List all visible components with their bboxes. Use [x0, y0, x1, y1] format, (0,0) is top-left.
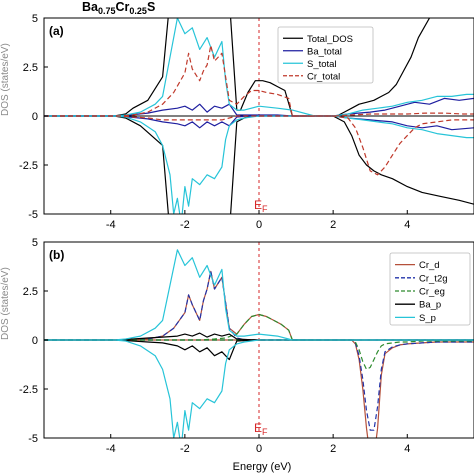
panel-a-ef-label: EF — [254, 198, 268, 214]
panel-b-label: (b) — [49, 248, 64, 262]
panel-b-xtick-label: 0 — [256, 443, 262, 455]
panel-b-xtick-label: -2 — [180, 443, 190, 455]
title-ba: Ba — [82, 0, 99, 14]
panel-b-ef-sub: F — [262, 427, 268, 437]
panel-b-ytick-label: 5 — [32, 237, 38, 249]
panel-a-legend-label: Cr_total — [307, 71, 340, 82]
panel-b-legend-label: S_p — [419, 313, 436, 324]
figure-title: Ba0.75Cr0.25S — [82, 0, 155, 16]
panel-a: DOS (states/eV) -4 -2 0 2 4 -5 -2.5 0 2.5 5 (a) E… — [0, 13, 474, 231]
panel-b-legend-label: Cr_t2g — [419, 273, 448, 284]
x-axis-label: Energy (eV) — [233, 461, 292, 473]
panel-a-plot-area: -4 -2 0 2 4 -5 -2.5 0 2.5 5 — [19, 13, 474, 231]
panel-b-ef-label: EF — [254, 421, 268, 437]
panel-b: DOS (states/eV) -4 -2 0 2 4 -5 -2.5 0 2.5 5 (b) E… — [0, 237, 474, 455]
panel-a-ytick-label: 0 — [32, 111, 38, 123]
title-s: S — [147, 0, 155, 14]
panel-b-ytick-label: -2.5 — [19, 384, 38, 396]
panel-a-legend-label: Ba_total — [307, 46, 342, 57]
panel-b-ylabel-fragment: DOS (states/eV) — [0, 267, 11, 340]
panel-a-ytick-label: -2.5 — [19, 160, 38, 172]
panel-a-ytick-label: 2.5 — [23, 62, 38, 74]
panel-b-series-cr-eg — [44, 313, 474, 341]
panel-b-legend-label: Cr_d — [419, 260, 440, 271]
panel-a-series-ba-total — [44, 115, 474, 131]
panel-b-plot-area: -4 -2 0 2 4 -5 -2.5 0 2.5 5 — [19, 237, 474, 455]
panel-a-series-cr-total — [44, 115, 474, 176]
svg-text:EF: EF — [254, 421, 268, 437]
panel-a-xtick-label: 0 — [256, 219, 262, 231]
title-ba-sub: 0.75 — [98, 6, 116, 16]
panel-b-series-s-p — [44, 249, 474, 341]
panel-a-series-total-dos — [44, 18, 431, 117]
title-cr-sub: 0.25 — [129, 6, 147, 16]
panel-b-ytick-label: 0 — [32, 335, 38, 347]
panel-b-legend-label: Cr_eg — [419, 287, 445, 298]
svg-text:EF: EF — [254, 198, 268, 214]
panel-a-legend-box — [277, 26, 374, 84]
panel-a-xtick-label: -2 — [180, 219, 190, 231]
panel-a-legend-label: Total_DOS — [307, 34, 353, 45]
panel-b-series-ba-p — [44, 339, 474, 361]
panel-a-series-s-total — [44, 115, 474, 214]
panel-a-ef-sub: F — [262, 204, 268, 214]
panel-b-legend-box — [389, 252, 471, 326]
panel-a-series-s-total — [44, 18, 474, 117]
panel-b-series-s-p — [44, 339, 474, 438]
panel-b-xtick-label: 4 — [404, 443, 410, 455]
panel-b-xtick-label: 2 — [330, 443, 336, 455]
panel-a-label: (a) — [49, 24, 64, 38]
panel-a-series-ba-total — [44, 97, 474, 117]
title-cr: Cr — [116, 0, 130, 14]
panel-b-ytick-label: 2.5 — [23, 286, 38, 298]
panel-a-ytick-label: -5 — [28, 209, 38, 221]
panel-a-xtick-label: -4 — [106, 219, 116, 231]
panel-a-ytick-label: 5 — [32, 13, 38, 25]
panel-b-legend-label: Ba_p — [419, 300, 441, 311]
panel-a-xtick-label: 4 — [404, 219, 410, 231]
panel-a-legend-label: S_total — [307, 59, 337, 70]
panel-b-legend: Cr_d Cr_t2g Cr_eg Ba_p S_p — [389, 252, 471, 326]
panel-a-ylabel-fragment: DOS (states/eV) — [0, 43, 11, 116]
panel-a-series-cr-total — [44, 44, 474, 117]
panel-a-xtick-label: 2 — [330, 219, 336, 231]
panel-a-ef-main: E — [254, 198, 262, 212]
panel-b-xtick-label: -4 — [106, 443, 116, 455]
panel-b-ytick-label: -5 — [28, 433, 38, 445]
panel-b-ef-main: E — [254, 421, 262, 435]
